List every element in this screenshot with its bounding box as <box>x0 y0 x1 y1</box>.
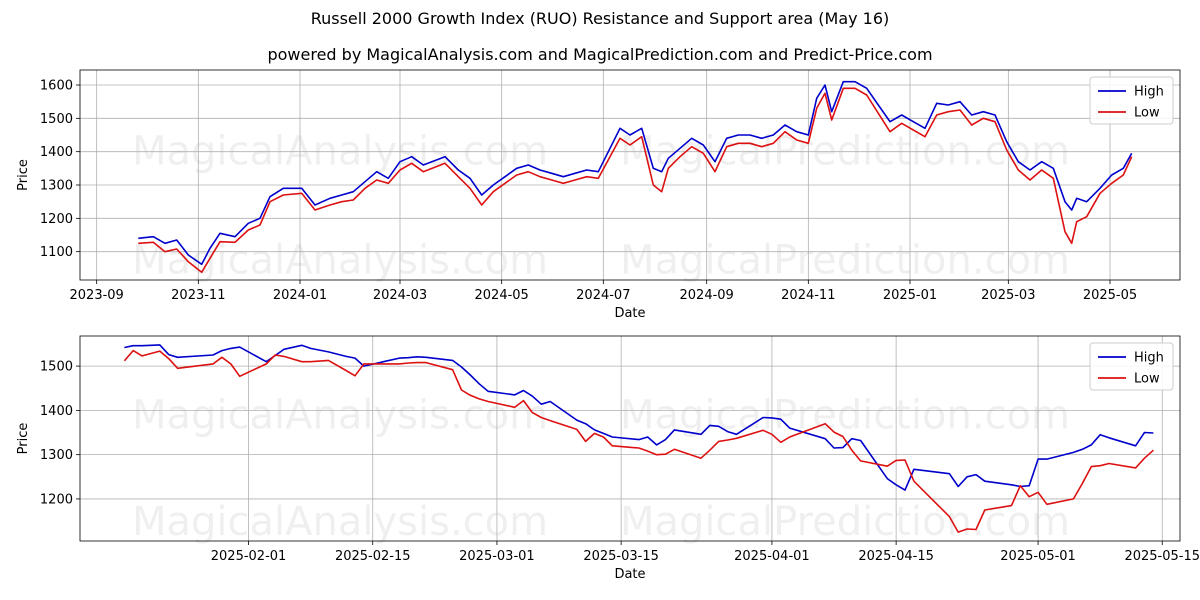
x-tick-label: 2025-03-01 <box>459 549 535 564</box>
y-tick-label: 1500 <box>40 112 73 127</box>
watermark-text: MagicalPrediction.com <box>620 499 1070 545</box>
watermark-text: MagicalPrediction.com <box>620 238 1070 284</box>
x-axis-label: Date <box>614 306 645 321</box>
x-axis-label: Date <box>614 567 645 582</box>
x-tick-label: 2024-03 <box>373 288 427 303</box>
x-tick-label: 2024-09 <box>680 288 734 303</box>
x-tick-label: 2024-01 <box>273 288 327 303</box>
series-line-high <box>138 80 1133 266</box>
y-tick-label: 1300 <box>40 179 73 194</box>
x-tick-label: 2025-01 <box>883 288 937 303</box>
legend-label-low: Low <box>1134 372 1160 387</box>
x-tick-label: 2025-04-15 <box>858 549 934 564</box>
chart-title: Russell 2000 Growth Index (RUO) Resistan… <box>310 9 890 28</box>
x-tick-label: 2025-05-15 <box>1124 549 1200 564</box>
series-line-low <box>138 87 1133 274</box>
x-tick-label: 2025-05 <box>1083 288 1137 303</box>
y-axis-label: Price <box>16 423 31 455</box>
plot-frame <box>79 69 1181 281</box>
y-tick-label: 1200 <box>40 492 73 507</box>
watermark-text: MagicalAnalysis.com <box>132 238 548 284</box>
x-tick-label: 2023-11 <box>171 288 225 303</box>
y-tick-label: 1100 <box>40 245 73 260</box>
y-tick-label: 1400 <box>40 145 73 160</box>
series-line-high <box>124 344 1154 491</box>
plot-frame <box>79 335 1181 542</box>
x-tick-label: 2025-02-15 <box>335 549 411 564</box>
y-tick-label: 1500 <box>40 360 73 375</box>
watermark-text: MagicalAnalysis.com <box>132 392 548 438</box>
x-tick-label: 2024-05 <box>475 288 529 303</box>
x-tick-label: 2025-02-01 <box>211 549 287 564</box>
x-tick-label: 2025-03-15 <box>583 549 659 564</box>
top-price-chart: MagicalAnalysis.com MagicalPrediction.com… <box>16 69 1181 321</box>
x-tick-label: 2025-05-01 <box>1000 549 1076 564</box>
y-tick-label: 1600 <box>40 79 73 94</box>
y-tick-label: 1400 <box>40 404 73 419</box>
legend-label-low: Low <box>1134 106 1160 121</box>
watermark-text: MagicalPrediction.com <box>620 392 1070 438</box>
legend-label-high: High <box>1134 85 1164 100</box>
bottom-price-chart: MagicalAnalysis.com MagicalPrediction.com… <box>16 335 1200 582</box>
chart-subtitle: powered by MagicalAnalysis.com and Magic… <box>267 45 933 64</box>
y-tick-label: 1300 <box>40 448 73 463</box>
y-tick-label: 1200 <box>40 212 73 227</box>
x-tick-label: 2025-04-01 <box>734 549 810 564</box>
x-tick-label: 2025-03 <box>981 288 1035 303</box>
y-axis-label: Price <box>16 159 31 191</box>
x-tick-label: 2023-09 <box>70 288 124 303</box>
x-tick-label: 2024-07 <box>576 288 630 303</box>
series-line-low <box>123 349 1154 533</box>
x-tick-label: 2024-11 <box>781 288 835 303</box>
watermark-text: MagicalAnalysis.com <box>132 499 548 545</box>
legend-label-high: High <box>1134 351 1164 366</box>
